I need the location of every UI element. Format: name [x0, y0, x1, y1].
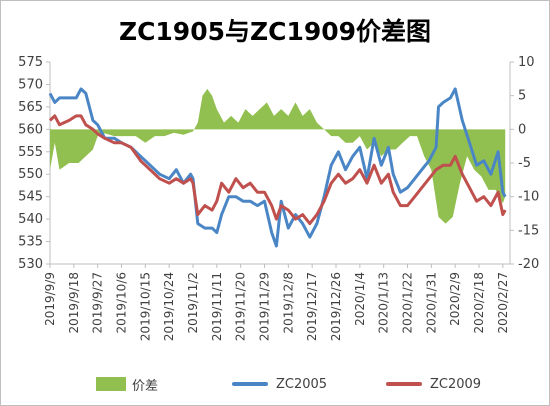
- left-tick-label: 570: [18, 77, 43, 92]
- x-tick-label: 2020/1/13: [377, 272, 391, 334]
- x-tick-label: 2019/11/11: [210, 272, 224, 341]
- left-tick-label: 540: [18, 212, 43, 227]
- x-tick-label: 2020/1/4: [353, 272, 367, 326]
- right-tick-label: 5: [518, 89, 526, 104]
- series-line-zc2009: [48, 114, 507, 226]
- left-tick-label: 535: [18, 235, 43, 250]
- left-tick-label: 560: [18, 122, 43, 137]
- left-tick-label: 550: [18, 167, 43, 182]
- legend-swatch-spread: [96, 377, 126, 391]
- chart-title: ZC1905与ZC1909价差图: [118, 17, 432, 46]
- x-tick-label: 2020/1/22: [401, 272, 415, 334]
- x-tick-label: 2020/2/27: [496, 272, 510, 334]
- left-tick-label: 530: [18, 257, 43, 272]
- left-tick-label: 565: [18, 100, 43, 115]
- right-tick-label: -5: [518, 156, 531, 171]
- x-tick-label: 2019/9/27: [91, 272, 105, 334]
- x-tick-label: 2019/9/9: [43, 272, 57, 326]
- x-tick-label: 2019/12/26: [329, 272, 343, 341]
- legend-item-spread: 价差: [96, 372, 158, 396]
- x-tick-label: 2019/10/24: [162, 272, 176, 341]
- left-tick-label: 575: [18, 55, 43, 70]
- right-tick-label: 0: [518, 122, 526, 137]
- x-tick-label: 2019/11/2: [186, 272, 200, 334]
- x-tick-label: 2020/1/31: [424, 272, 438, 334]
- series-area-spread: [50, 88, 506, 224]
- chart-legend: 价差 ZC2005 ZC2009: [0, 372, 550, 396]
- x-tick-label: 2019/12/17: [305, 272, 319, 341]
- right-tick-label: 10: [518, 55, 535, 70]
- legend-swatch-zc2005: [232, 382, 268, 386]
- x-tick-label: 2019/10/6: [115, 272, 129, 334]
- x-tick-label: 2020/2/9: [448, 272, 462, 326]
- x-tick-label: 2019/10/15: [138, 272, 152, 341]
- x-tick-label: 2019/11/29: [258, 272, 272, 341]
- left-tick-label: 545: [18, 190, 43, 205]
- right-tick-label: -15: [518, 223, 539, 238]
- x-tick-label: 2019/12/8: [281, 272, 295, 334]
- legend-item-zc2005: ZC2005: [232, 372, 327, 396]
- x-tick-label: 2019/9/18: [67, 272, 81, 334]
- legend-label-zc2009: ZC2009: [430, 376, 482, 392]
- legend-label-zc2005: ZC2005: [276, 376, 328, 392]
- x-tick-label: 2020/2/18: [472, 272, 486, 334]
- x-tick-label: 2019/11/20: [234, 272, 248, 341]
- legend-label-spread: 价差: [132, 378, 159, 394]
- right-tick-label: -20: [518, 257, 539, 272]
- left-tick-label: 555: [18, 145, 43, 160]
- right-tick-label: -10: [518, 190, 539, 205]
- legend-swatch-zc2009: [386, 382, 422, 386]
- legend-item-zc2009: ZC2009: [386, 372, 481, 396]
